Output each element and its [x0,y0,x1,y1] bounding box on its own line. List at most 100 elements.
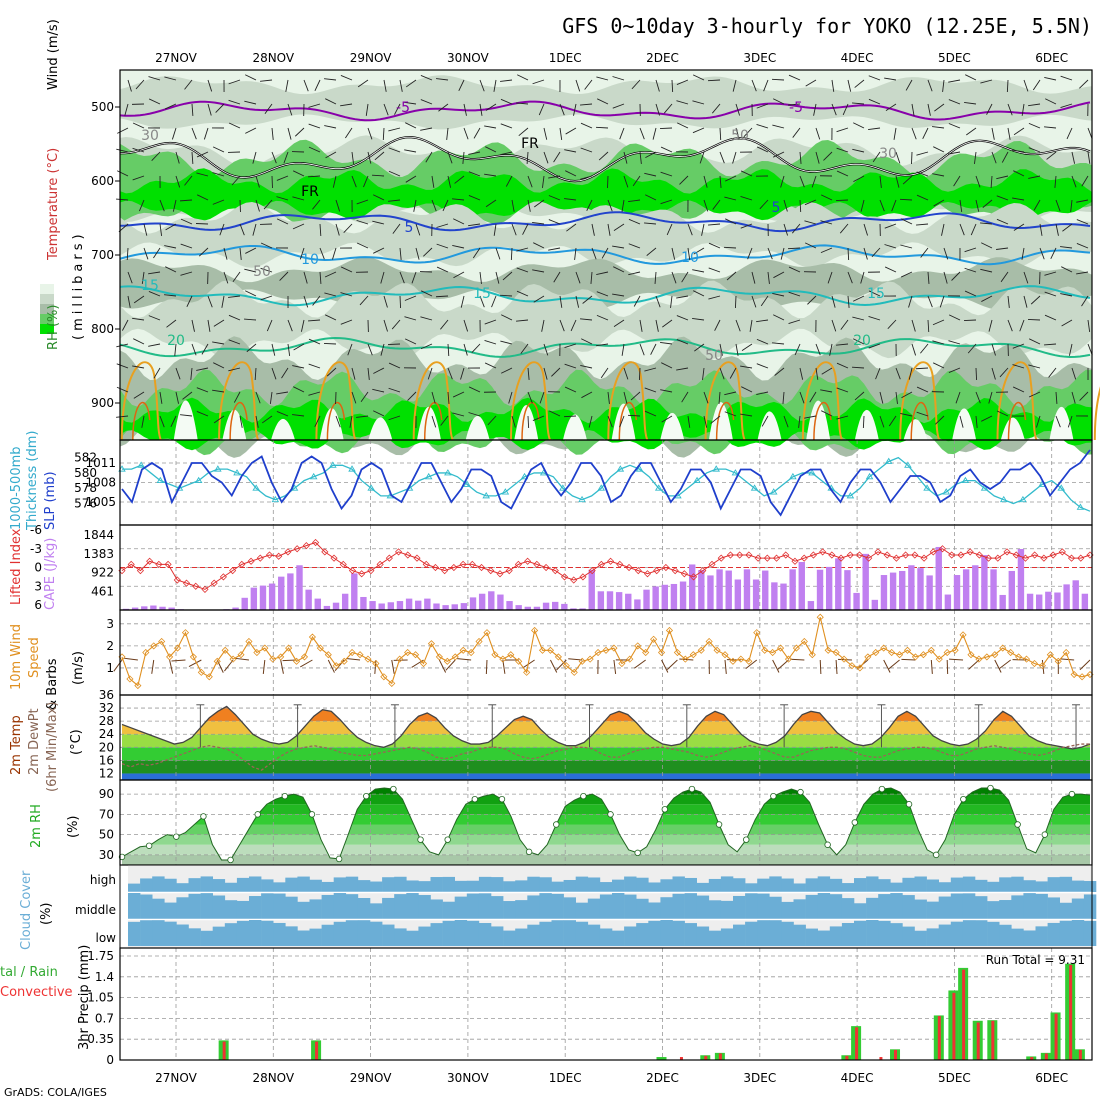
wind-barb [392,223,401,234]
cape-bar [1054,592,1061,610]
cloud-bar [236,920,250,946]
wind-barb [1055,223,1059,236]
wind-barb [621,343,625,356]
wind-barb [231,175,241,186]
li-point [1031,551,1039,559]
wind10-point [713,646,721,654]
wind-barb [842,103,849,116]
cape-bar [131,607,139,610]
li-tick-label: 0 [34,561,42,575]
cape-bar [981,555,988,610]
cloud-bar [515,928,528,946]
wind-barb [595,126,609,129]
wind-barb [1044,126,1057,129]
cloud-bar [1071,920,1085,946]
wind-barb [756,124,769,129]
thickness-point [233,469,241,476]
wind-barb [1071,175,1077,188]
temp-tick-label: 32 [99,701,114,715]
cloud-bar [696,926,710,946]
low-plume [562,414,587,440]
wind-barb [252,223,257,236]
cloud-bar [926,879,939,892]
cloud-bar [793,883,806,892]
cape-bar [615,592,623,610]
rh2m-point [607,811,614,818]
wind-barb [527,199,531,212]
thickness-point [348,465,356,472]
wind-barb [415,223,421,236]
wind-barb [343,223,353,233]
wind-barb [712,199,721,210]
wind-barb [580,122,593,129]
cloud-bar [636,923,649,946]
cloud-bar [140,878,153,892]
wind-barb [981,242,993,249]
cape-bar [378,603,385,610]
wind-barb [580,364,593,369]
cloud-bar [745,921,758,946]
wind-barb [772,342,785,345]
thickness-point [884,457,893,464]
wind-barb [703,199,709,212]
wind-barb [751,79,757,92]
wind-barb [133,295,145,304]
wind-barb [527,391,533,404]
wind-barb [438,103,449,112]
wind10-point [999,644,1007,652]
wind-barb [228,367,241,372]
wind-barb [780,175,785,188]
li-point [560,573,569,581]
wind10-point [697,646,705,654]
wind-barb [942,79,945,92]
li-point [247,557,255,565]
wind-barb [734,295,737,309]
wind-barb [435,295,449,298]
cloud-bar [975,896,988,919]
wind-barb [472,247,481,259]
rh-band [122,834,1090,845]
li-point [708,560,716,568]
wind10-point [324,651,332,659]
li-point [376,560,384,568]
wind-barb [927,79,933,92]
rh-band [122,804,1090,815]
cape-bar [387,602,395,610]
wind-barb [213,415,225,424]
wind-barb [804,199,817,206]
wind-barb [271,343,276,356]
li-point [597,560,605,568]
isotherm-label: 5 [772,200,781,216]
li-point [782,551,790,559]
wind10-point [237,651,245,659]
wind-barb [148,271,161,275]
wind10-barb [327,659,335,673]
wind10-point [173,644,182,652]
li-line [121,541,1091,590]
cape-bar [999,594,1006,610]
wind10-point [927,646,935,654]
wind-barb [661,415,673,423]
thickness-point [578,495,586,503]
wind10-point [166,653,174,661]
rh2m-point [933,851,940,859]
wind-barb [326,367,337,377]
wind-barb [415,247,420,260]
thickness-point [597,484,606,491]
wind-barb [388,415,401,421]
wind10-barb [171,659,186,662]
wind10-point [229,655,237,663]
wind-barb [1006,79,1009,93]
isotherm-label: 10 [681,250,699,266]
wind-barb [436,78,449,81]
t2m-ylabel-b: 2m DewPt [27,708,42,775]
slp-ylabel: SLP (mb) [43,471,58,530]
cape-bar [460,603,468,610]
wind10-barb [123,657,138,661]
wind10-point [911,653,920,661]
li-point [920,554,928,562]
cloud-bar [430,923,443,946]
wind10-point [935,655,943,663]
run-total-label: Run Total = 9.31 [986,953,1085,967]
